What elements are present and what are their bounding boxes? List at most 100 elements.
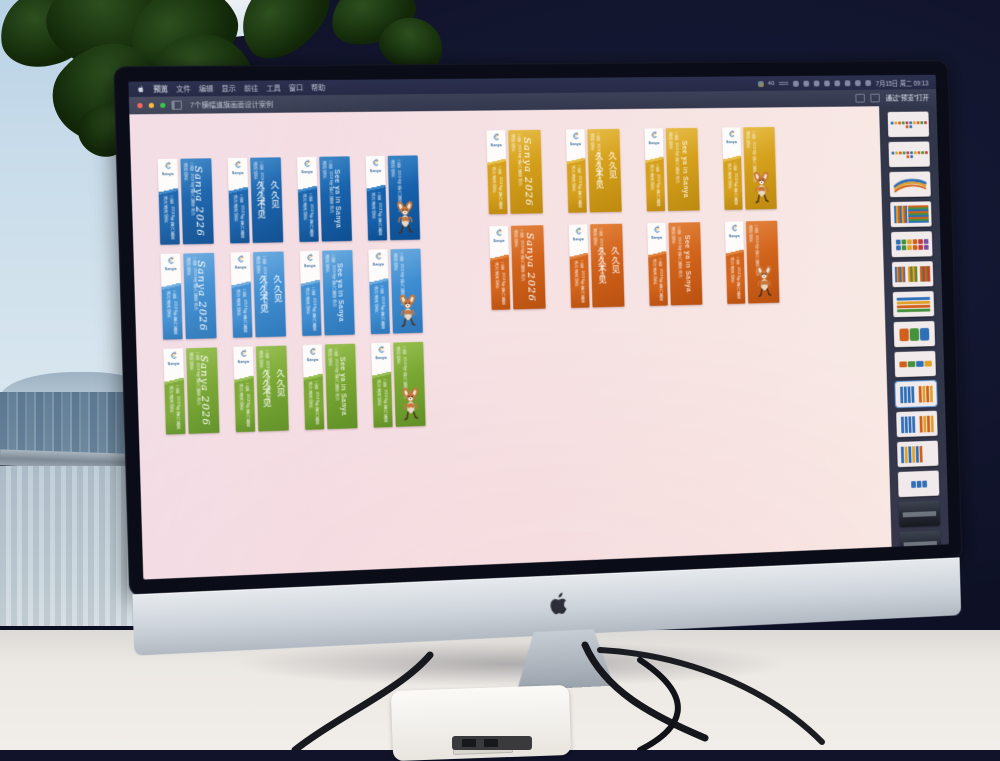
- page-thumbnail-12-banners-left[interactable]: [897, 440, 939, 468]
- banner-pair[interactable]: Sanya 三亚 2026年第六届亚洲沙滩运动会 三亚 2026年第六届亚洲沙滩…: [371, 341, 426, 428]
- banner-pair[interactable]: Sanya 三亚 2026年第六届亚洲沙滩运动会 三亚 2026年第六届亚洲沙滩…: [722, 126, 777, 210]
- keyboard-icon[interactable]: [824, 80, 831, 86]
- banner-pair[interactable]: Sanya 三亚 2026年第六届亚洲沙滩运动会 三亚 2026年第六届亚洲沙滩…: [227, 157, 284, 244]
- banner-logo-flag[interactable]: Sanya 三亚 2026年第六届亚洲沙滩运动会: [163, 348, 186, 435]
- banner-logo-flag[interactable]: Sanya 三亚 2026年第六届亚洲沙滩运动会: [644, 128, 666, 212]
- menu-item-5[interactable]: 工具: [266, 84, 281, 93]
- banner-logo-flag[interactable]: Sanya 三亚 2026年第六届亚洲沙滩运动会: [157, 158, 180, 245]
- page-thumbnail-14-photo[interactable]: [898, 500, 941, 528]
- page-thumbnail-15-photo[interactable]: [899, 530, 942, 547]
- banner-slogan-flag[interactable]: 三亚 2026年第六届亚洲沙滩运动会 久久不见 久久见: [590, 223, 625, 308]
- banner-pair[interactable]: Sanya 三亚 2026年第六届亚洲沙滩运动会 三亚 2026年第六届亚洲沙滩…: [565, 128, 622, 213]
- banner-slogan-flag[interactable]: 三亚 2026年第六届亚洲沙滩运动会 See ya in Sanya: [319, 156, 353, 242]
- page-thumbnail-7-table-rows[interactable]: [892, 291, 935, 318]
- menu-item-7[interactable]: 帮助: [311, 84, 326, 92]
- page-thumbnail-5-color-squares[interactable]: [891, 231, 933, 258]
- menu-item-0[interactable]: 预览: [153, 85, 169, 94]
- banner-logo-flag[interactable]: Sanya 三亚 2026年第六届亚洲沙滩运动会: [230, 252, 253, 338]
- open-with-preview-button[interactable]: 通过“预览”打开: [885, 94, 930, 102]
- page-thumbnail-6-stripe-columns[interactable]: [891, 261, 934, 288]
- minimize-button[interactable]: [148, 102, 155, 109]
- banner-slogan-flag[interactable]: 三亚 2026年第六届亚洲沙滩运动会: [745, 220, 780, 304]
- page-thumbnail-1-logo-grid[interactable]: [887, 111, 930, 138]
- moon-icon[interactable]: [813, 80, 820, 87]
- control-center-icon[interactable]: [865, 79, 872, 86]
- banner-logo-flag[interactable]: Sanya 三亚 2026年第六届亚洲沙滩运动会: [489, 225, 511, 310]
- menubar-clock[interactable]: 7月15日 周二 09:13: [875, 80, 929, 88]
- page-thumbnail-10-banners-page[interactable]: [894, 379, 938, 409]
- page-thumbnail-8-three-cards[interactable]: [893, 320, 936, 348]
- banner-logo-flag[interactable]: Sanya 三亚 2026年第六届亚洲沙滩运动会: [371, 342, 393, 428]
- pencil-icon[interactable]: [793, 80, 800, 87]
- page-thumbnail-3-wave[interactable]: [889, 171, 931, 198]
- apple-menu-icon[interactable]: [137, 85, 146, 94]
- app-icon[interactable]: [757, 80, 764, 87]
- banner-pair[interactable]: Sanya 三亚 2026年第六届亚洲沙滩运动会 三亚 2026年第六届亚洲沙滩…: [233, 345, 289, 433]
- banner-slogan-flag[interactable]: 三亚 2026年第六届亚洲沙滩运动会 久久不见 久久见: [255, 345, 289, 432]
- page-thumbnail-4-stripe-bars[interactable]: [890, 201, 932, 228]
- share-icon[interactable]: [855, 93, 866, 103]
- banner-slogan-flag[interactable]: 三亚 2026年第六届亚洲沙滩运动会 See ya in Sanya: [322, 250, 355, 336]
- page-thumbnail-11-banners-page[interactable]: [896, 410, 938, 438]
- search-icon[interactable]: [855, 79, 861, 86]
- banner-slogan-flag[interactable]: 三亚 2026年第六届亚洲沙滩运动会: [393, 341, 426, 427]
- banner-slogan-flag[interactable]: 三亚 2026年第六届亚洲沙滩运动会: [387, 155, 421, 241]
- banner-slogan-flag[interactable]: 三亚 2026年第六届亚洲沙滩运动会 See ya in Sanya: [324, 343, 358, 430]
- banner-slogan-flag[interactable]: 三亚 2026年第六届亚洲沙滩运动会 See ya in Sanya: [665, 127, 700, 211]
- wifi-icon[interactable]: [844, 79, 851, 86]
- banner-slogan-flag[interactable]: 三亚 2026年第六届亚洲沙滩运动会 Sanya 2026: [186, 347, 220, 434]
- page-thumbnail-13-blue-marks[interactable]: [897, 470, 940, 498]
- banner-logo-flag[interactable]: Sanya 三亚 2026年第六届亚洲沙滩运动会: [368, 249, 390, 335]
- banner-logo-flag[interactable]: Sanya 三亚 2026年第六届亚洲沙滩运动会: [227, 157, 250, 244]
- banner-pair[interactable]: Sanya 三亚 2026年第六届亚洲沙滩运动会 三亚 2026年第六届亚洲沙滩…: [486, 129, 543, 215]
- banner-logo-flag[interactable]: Sanya 三亚 2026年第六届亚洲沙滩运动会: [365, 155, 388, 241]
- banner-pair[interactable]: Sanya 三亚 2026年第六届亚洲沙滩运动会 三亚 2026年第六届亚洲沙滩…: [647, 222, 703, 306]
- banner-logo-flag[interactable]: Sanya 三亚 2026年第六届亚洲沙滩运动会: [724, 221, 746, 305]
- banner-logo-flag[interactable]: Sanya 三亚 2026年第六届亚洲沙滩运动会: [647, 222, 668, 306]
- banner-logo-flag[interactable]: Sanya 三亚 2026年第六届亚洲沙滩运动会: [486, 130, 508, 215]
- banner-slogan-flag[interactable]: 三亚 2026年第六届亚洲沙滩运动会 See ya in Sanya: [668, 222, 703, 306]
- banner-pair[interactable]: Sanya 三亚 2026年第六届亚洲沙滩运动会 三亚 2026年第六届亚洲沙滩…: [568, 223, 625, 308]
- menu-item-6[interactable]: 窗口: [288, 84, 304, 92]
- banner-pair[interactable]: Sanya 三亚 2026年第六届亚洲沙滩运动会 三亚 2026年第六届亚洲沙滩…: [160, 252, 217, 340]
- banner-slogan-flag[interactable]: 三亚 2026年第六届亚洲沙滩运动会 Sanya 2026: [180, 158, 214, 245]
- banner-pair[interactable]: Sanya 三亚 2026年第六届亚洲沙滩运动会 三亚 2026年第六届亚洲沙滩…: [302, 343, 358, 430]
- banner-slogan-flag[interactable]: 三亚 2026年第六届亚洲沙滩运动会 久久不见 久久见: [252, 251, 287, 338]
- banner-pair[interactable]: Sanya 三亚 2026年第六届亚洲沙滩运动会 三亚 2026年第六届亚洲沙滩…: [230, 251, 287, 338]
- banner-logo-flag[interactable]: Sanya 三亚 2026年第六届亚洲沙滩运动会: [299, 250, 322, 336]
- close-button[interactable]: [137, 102, 143, 109]
- banner-pair[interactable]: Sanya 三亚 2026年第六届亚洲沙滩运动会 三亚 2026年第六届亚洲沙滩…: [489, 225, 546, 310]
- banner-logo-flag[interactable]: Sanya 三亚 2026年第六届亚洲沙滩运动会: [160, 253, 183, 340]
- page-thumbnail-9-low-banners[interactable]: [894, 350, 936, 378]
- banner-pair[interactable]: Sanya 三亚 2026年第六届亚洲沙滩运动会 三亚 2026年第六届亚洲沙滩…: [299, 250, 355, 336]
- banner-pair[interactable]: Sanya 三亚 2026年第六届亚洲沙滩运动会 三亚 2026年第六届亚洲沙滩…: [644, 127, 700, 212]
- banner-slogan-flag[interactable]: 三亚 2026年第六届亚洲沙滩运动会 Sanya 2026: [508, 129, 543, 214]
- zoom-button[interactable]: [160, 102, 166, 108]
- banner-pair[interactable]: Sanya 三亚 2026年第六届亚洲沙滩运动会 三亚 2026年第六届亚洲沙滩…: [296, 156, 353, 242]
- banner-logo-flag[interactable]: Sanya 三亚 2026年第六届亚洲沙滩运动会: [302, 344, 325, 430]
- banner-logo-flag[interactable]: Sanya 三亚 2026年第六届亚洲沙滩运动会: [233, 346, 256, 433]
- banner-slogan-flag[interactable]: 三亚 2026年第六届亚洲沙滩运动会 Sanya 2026: [183, 252, 217, 340]
- menu-item-2[interactable]: 编辑: [198, 85, 214, 93]
- banner-slogan-flag[interactable]: 三亚 2026年第六届亚洲沙滩运动会: [390, 248, 423, 334]
- meeting-icon[interactable]: [803, 80, 810, 87]
- bluetooth-icon[interactable]: [834, 79, 841, 86]
- menu-item-3[interactable]: 显示: [221, 85, 236, 93]
- banner-slogan-flag[interactable]: 三亚 2026年第六届亚洲沙滩运动会 久久不见 久久见: [587, 128, 622, 213]
- banner-slogan-flag[interactable]: 三亚 2026年第六届亚洲沙滩运动会 久久不见 久久见: [250, 157, 284, 243]
- markup-icon[interactable]: [870, 93, 881, 103]
- banner-logo-flag[interactable]: Sanya 三亚 2026年第六届亚洲沙滩运动会: [565, 129, 587, 213]
- pdf-page[interactable]: Sanya 三亚 2026年第六届亚洲沙滩运动会 三亚 2026年第六届亚洲沙滩…: [129, 106, 892, 580]
- menu-item-1[interactable]: 文件: [176, 85, 191, 93]
- page-thumbnail-2-logo-grid[interactable]: [888, 141, 930, 168]
- banner-logo-flag[interactable]: Sanya 三亚 2026年第六届亚洲沙滩运动会: [296, 156, 319, 242]
- banner-pair[interactable]: Sanya 三亚 2026年第六届亚洲沙滩运动会 三亚 2026年第六届亚洲沙滩…: [365, 155, 421, 241]
- banner-pair[interactable]: Sanya 三亚 2026年第六届亚洲沙滩运动会 三亚 2026年第六届亚洲沙滩…: [368, 248, 423, 335]
- sidebar-toggle-icon[interactable]: [171, 100, 182, 110]
- banner-slogan-flag[interactable]: 三亚 2026年第六届亚洲沙滩运动会: [743, 126, 777, 210]
- banner-pair[interactable]: Sanya 三亚 2026年第六届亚洲沙滩运动会 三亚 2026年第六届亚洲沙滩…: [724, 220, 780, 305]
- banner-pair[interactable]: Sanya 三亚 2026年第六届亚洲沙滩运动会 三亚 2026年第六届亚洲沙滩…: [157, 158, 214, 245]
- banner-logo-flag[interactable]: Sanya 三亚 2026年第六届亚洲沙滩运动会: [568, 224, 590, 308]
- banner-slogan-flag[interactable]: 三亚 2026年第六届亚洲沙滩运动会 Sanya 2026: [510, 225, 546, 310]
- banner-pair[interactable]: Sanya 三亚 2026年第六届亚洲沙滩运动会 三亚 2026年第六届亚洲沙滩…: [163, 347, 220, 435]
